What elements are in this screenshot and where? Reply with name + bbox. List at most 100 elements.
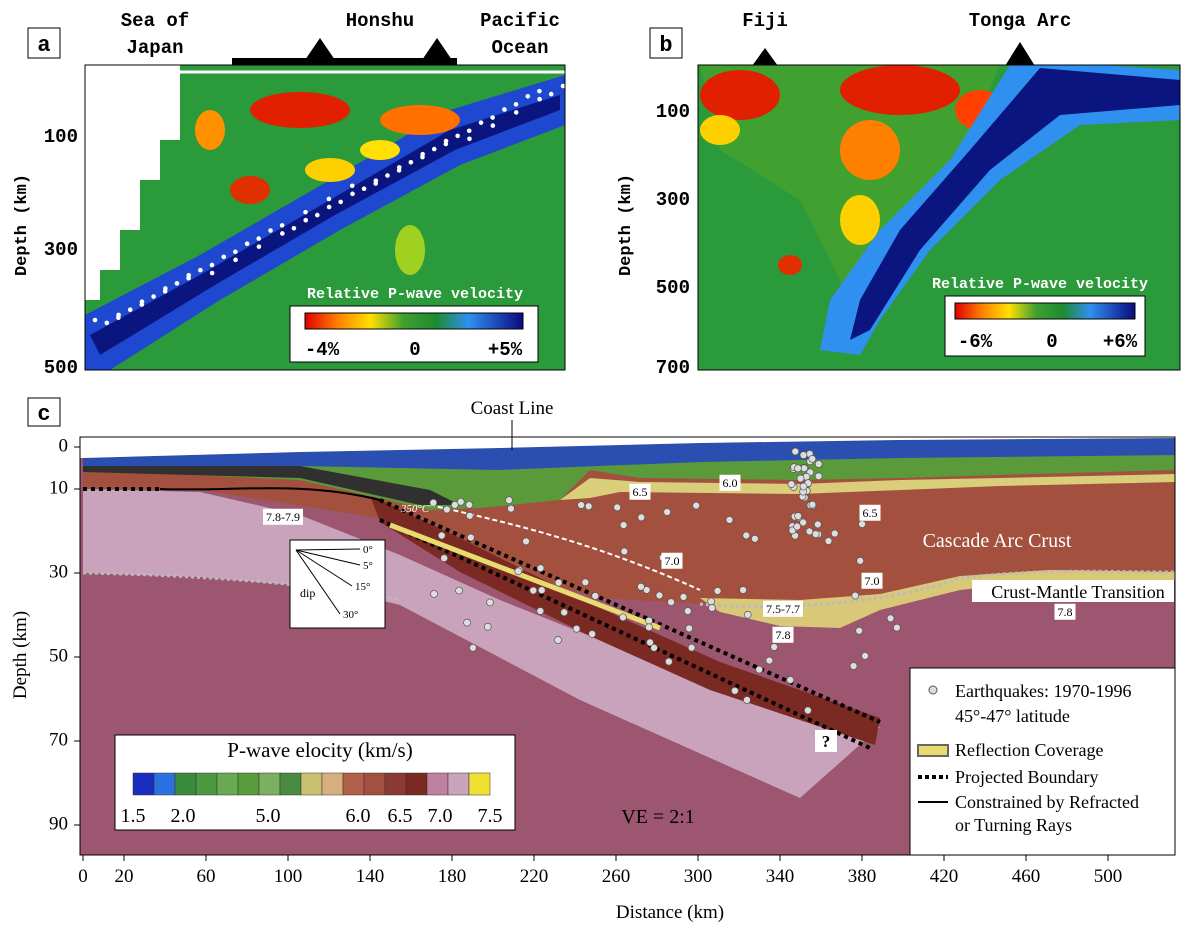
anomaly <box>700 115 740 145</box>
hypocenter <box>315 213 320 218</box>
hypocenter <box>257 244 262 249</box>
y-tick-label: 500 <box>44 357 78 379</box>
earthquake <box>859 521 866 528</box>
earthquake <box>555 579 562 586</box>
hypocenter <box>385 173 390 178</box>
colorbar-label: +6% <box>1103 331 1138 353</box>
legend-marker <box>918 745 948 756</box>
legend-label: Earthquakes: 1970-1996 <box>955 681 1131 701</box>
earthquake <box>708 604 715 611</box>
legend-label: Constrained by Refracted <box>955 792 1139 812</box>
x-tick-label: 180 <box>438 866 467 887</box>
hypocenter <box>128 307 133 312</box>
hypocenter <box>502 107 507 112</box>
x-tick-label: 420 <box>930 866 959 887</box>
anomaly <box>380 105 460 135</box>
earthquake <box>537 608 544 615</box>
earthquake <box>555 636 562 643</box>
colorbar-swatch <box>301 773 322 795</box>
earthquake <box>797 475 804 482</box>
volcano <box>752 48 778 66</box>
hypocenter <box>338 200 343 205</box>
hypocenter <box>268 228 273 233</box>
anomaly <box>700 70 780 120</box>
hypocenter <box>233 258 238 263</box>
colorbar-swatch <box>154 773 175 795</box>
earthquake <box>637 583 644 590</box>
earthquake <box>645 624 652 631</box>
earthquake <box>506 497 513 504</box>
hypocenter <box>350 192 355 197</box>
x-tick-label: 460 <box>1012 866 1041 887</box>
hypocenter <box>432 147 437 152</box>
colorbar-label: -4% <box>305 339 340 361</box>
earthquake <box>815 473 822 480</box>
colorbar-label: 5.0 <box>256 805 281 827</box>
x-axis-title: Distance (km) <box>616 902 724 923</box>
x-tick-label: 100 <box>274 866 303 887</box>
hypocenter <box>373 181 378 186</box>
colorbar-swatch <box>343 773 364 795</box>
legend-label: 45°-47° latitude <box>955 706 1070 726</box>
earthquake <box>731 687 738 694</box>
velocity-label: 7.5-7.7 <box>766 602 800 616</box>
earthquake <box>806 528 813 535</box>
earthquake <box>794 465 801 472</box>
colorbar-swatch <box>175 773 196 795</box>
y-tick-label: 300 <box>44 239 78 261</box>
y-tick-label: 100 <box>656 101 690 123</box>
y-axis-title: Depth (km) <box>10 611 31 699</box>
panel-label: a <box>37 33 50 58</box>
y-tick-label: 10 <box>49 477 68 498</box>
legend-label: or Turning Rays <box>955 815 1072 835</box>
earthquake <box>684 608 691 615</box>
hypocenter <box>491 123 496 128</box>
earthquake <box>467 534 474 541</box>
hypocenter <box>303 210 308 215</box>
hypocenter <box>233 249 238 254</box>
earthquake <box>466 501 473 508</box>
x-tick-label: 340 <box>766 866 795 887</box>
hypocenter <box>537 97 542 102</box>
dip-angle: 15° <box>355 581 370 593</box>
earthquake <box>708 598 715 605</box>
anomaly <box>778 255 802 275</box>
earthquake <box>561 609 568 616</box>
hypocenter <box>409 160 414 165</box>
hypocenter <box>186 276 191 281</box>
colorbar-swatch <box>217 773 238 795</box>
x-tick-label: 260 <box>602 866 631 887</box>
colorbar-label: 6.5 <box>388 805 413 827</box>
earthquake <box>743 532 750 539</box>
earthquake <box>530 587 537 594</box>
dip-angle: 0° <box>363 544 373 556</box>
anomaly <box>230 176 270 204</box>
hypocenter <box>455 134 460 139</box>
earthquake <box>862 652 869 659</box>
earthquake <box>537 565 544 572</box>
legend-label: Reflection Coverage <box>955 740 1103 760</box>
x-tick-label: 60 <box>197 866 216 887</box>
volcano <box>305 38 335 60</box>
earthquake <box>592 592 599 599</box>
annotation: 350°C <box>400 503 430 515</box>
hypocenter <box>526 94 531 99</box>
colorbar-swatch <box>238 773 259 795</box>
anomaly <box>840 195 880 245</box>
region-label: Fiji <box>742 10 788 32</box>
hypocenter <box>514 110 519 115</box>
annotation: Cascade Arc Crust <box>923 530 1072 552</box>
hypocenter <box>280 223 285 228</box>
earthquake <box>664 508 671 515</box>
hypocenter <box>280 231 285 236</box>
volcano <box>422 38 452 60</box>
colorbar-swatch <box>385 773 406 795</box>
colorbar-swatch <box>427 773 448 795</box>
colorbar-label: +5% <box>488 339 523 361</box>
hypocenter <box>490 115 495 120</box>
y-tick-label: 90 <box>49 813 68 834</box>
hypocenter <box>514 102 519 107</box>
earthquake <box>794 523 801 530</box>
earthquake <box>620 522 627 529</box>
hypocenter <box>467 137 472 142</box>
